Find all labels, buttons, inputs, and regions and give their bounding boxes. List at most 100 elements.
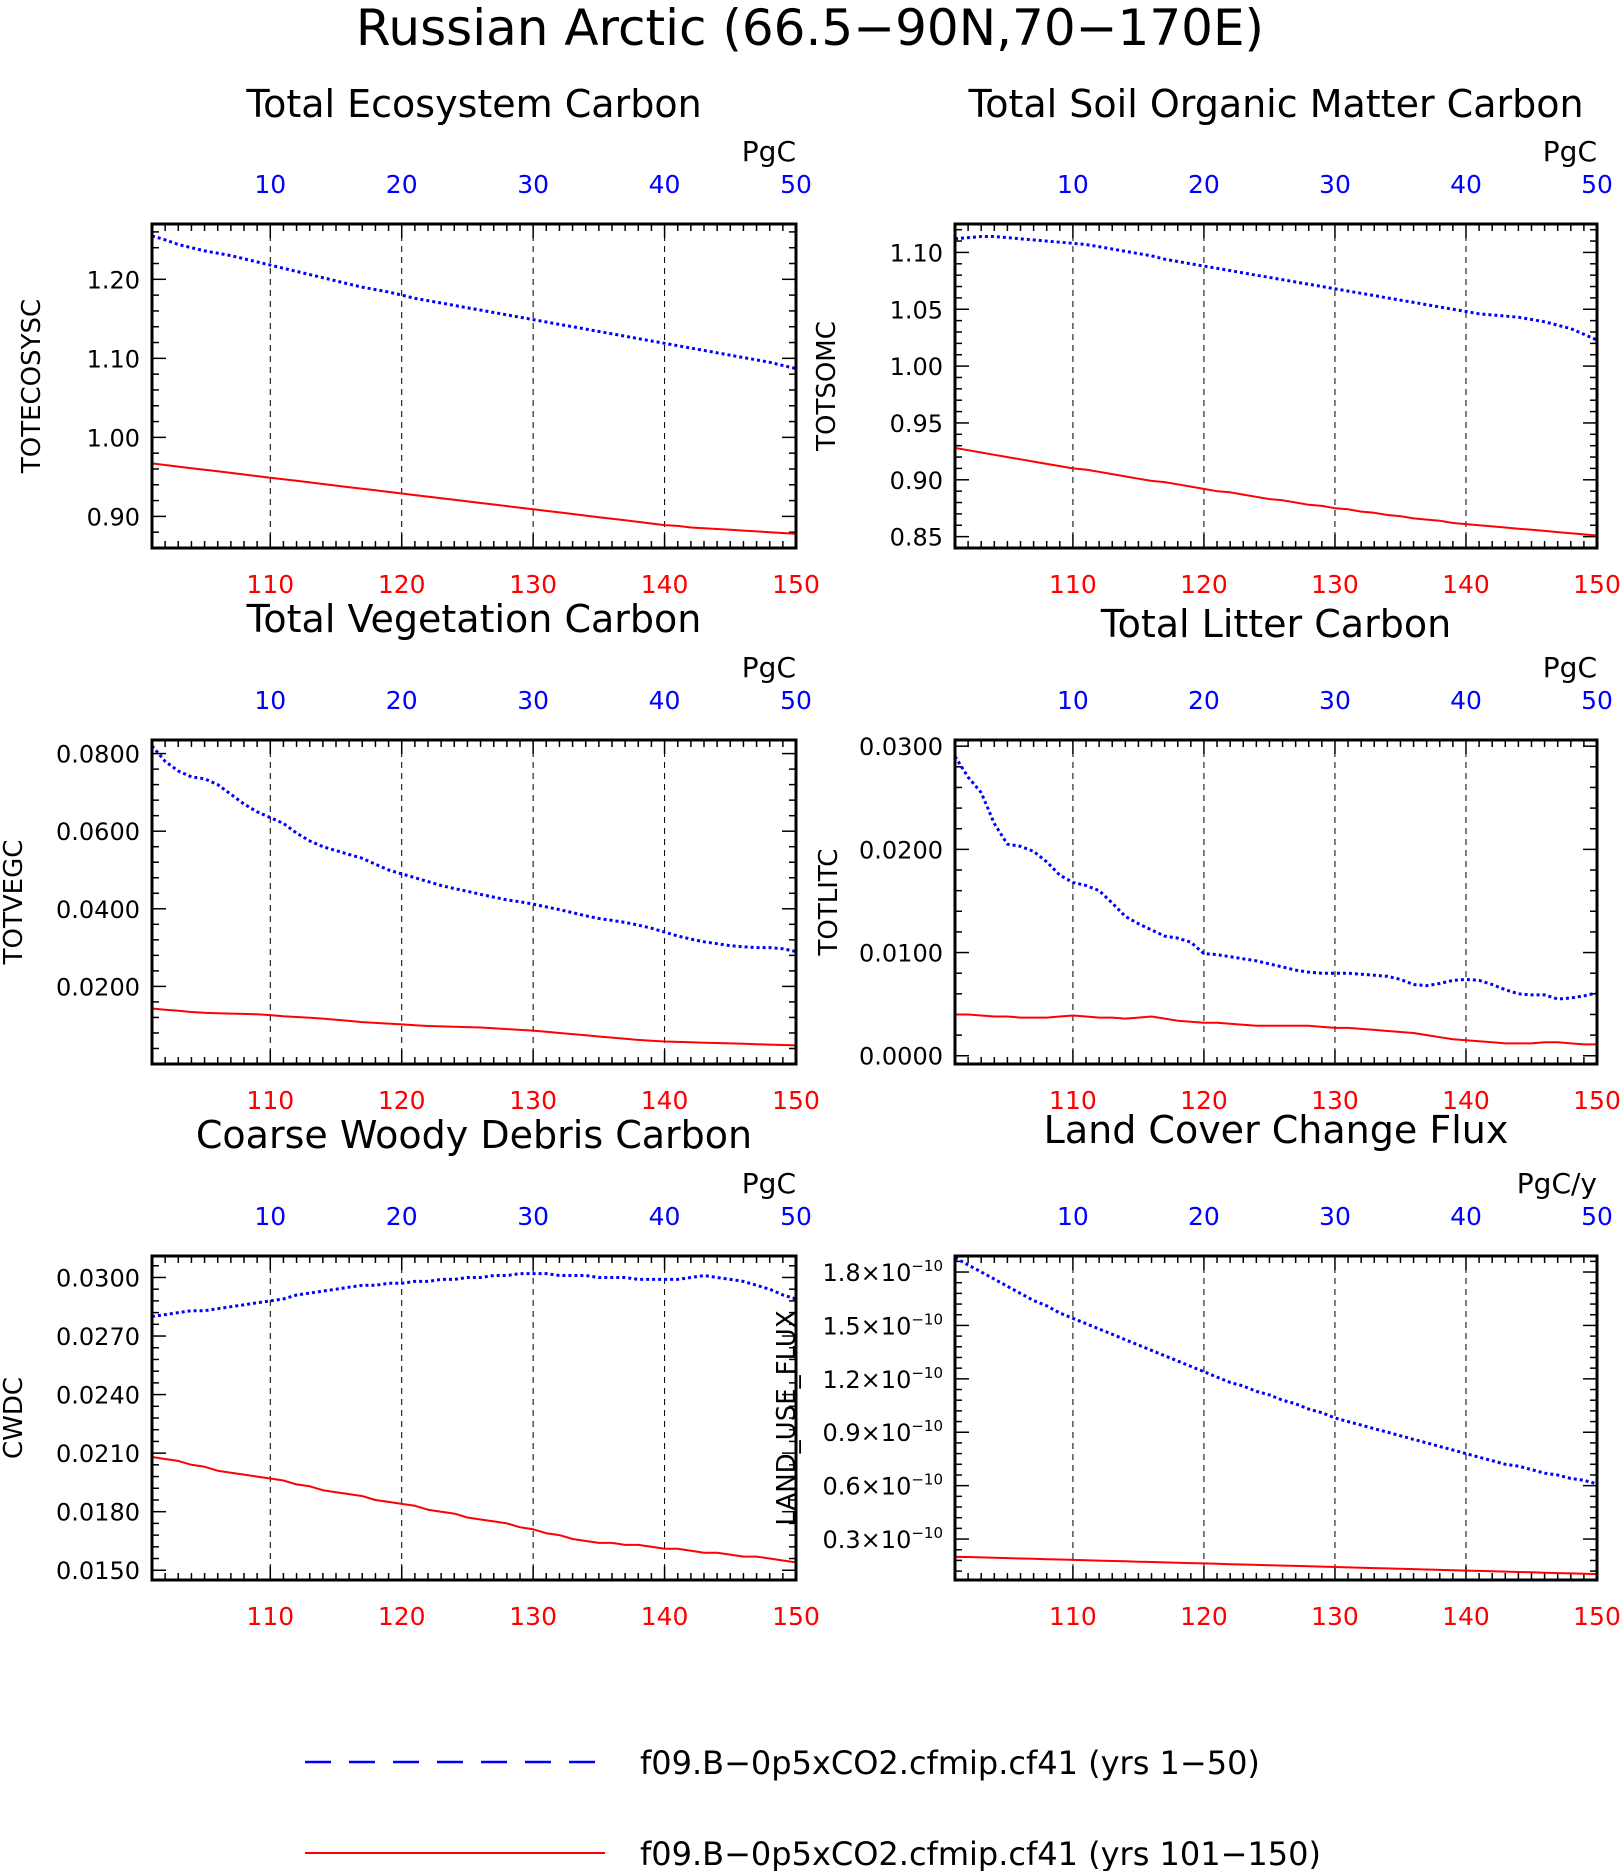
- y-tick-label: 0.95: [890, 410, 943, 438]
- x-top-tick-label: 40: [649, 686, 681, 715]
- y-tick-label: 1.00: [890, 353, 943, 381]
- x-top-tick-label: 20: [386, 1202, 418, 1231]
- x-tick-label: 110: [246, 1602, 294, 1631]
- x-top-tick-label: 10: [1057, 1202, 1089, 1231]
- x-tick-label: 110: [1049, 1086, 1097, 1115]
- chart-panel: Total Soil Organic Matter Carbon PgC 110 12…: [812, 82, 1620, 599]
- y-tick-label: 0.0270: [56, 1323, 140, 1351]
- y-tick-label: 0.0300: [859, 733, 943, 761]
- x-top-tick-label: 40: [1450, 170, 1482, 199]
- y-tick-label: 1.10: [890, 239, 943, 267]
- series-line-yrs-101-150: [955, 447, 1597, 537]
- series-line-yrs-101-150: [955, 1013, 1597, 1046]
- y-tick-label: 0.0800: [56, 741, 140, 769]
- chart-panel: Total Ecosystem Carbon PgC 110 120 130 140 150…: [17, 82, 820, 599]
- series-line-yrs-1-50: [955, 755, 1597, 1001]
- plot-frame: [150, 1254, 798, 1582]
- series-line-yrs-101-150: [152, 462, 796, 535]
- x-top-tick-label: 40: [1450, 686, 1482, 715]
- chart-title: Total Soil Organic Matter Carbon: [967, 82, 1583, 126]
- x-top-tick-label: 50: [780, 1202, 812, 1231]
- x-top-tick-label: 30: [1319, 1202, 1351, 1231]
- y-tick-label: 1.00: [87, 424, 140, 452]
- series-line-yrs-101-150: [152, 1007, 796, 1047]
- x-tick-label: 150: [1573, 1086, 1620, 1115]
- chart-panel: Total Vegetation Carbon PgC 110 120 130 140 15…: [0, 597, 820, 1115]
- x-tick-label: 120: [1180, 1086, 1228, 1115]
- y-axis-label: CWDC: [0, 1377, 29, 1459]
- x-top-tick-label: 40: [649, 1202, 681, 1231]
- x-tick-label: 120: [378, 570, 426, 599]
- y-tick-label: 0.0180: [56, 1499, 140, 1527]
- x-top-tick-label: 20: [386, 686, 418, 715]
- x-tick-label: 140: [641, 1602, 689, 1631]
- chart-title: Total Ecosystem Carbon: [245, 82, 701, 126]
- x-top-tick-label: 40: [649, 170, 681, 199]
- x-tick-label: 120: [378, 1086, 426, 1115]
- x-tick-label: 140: [1442, 1086, 1490, 1115]
- series-line-yrs-1-50: [955, 1256, 1597, 1486]
- plot-frame: [150, 738, 798, 1066]
- units-label: PgC: [1543, 135, 1597, 168]
- chart-panels: Total Ecosystem Carbon PgC 110 120 130 140 150…: [0, 82, 1620, 1631]
- x-tick-label: 130: [509, 570, 557, 599]
- x-tick-label: 130: [509, 1086, 557, 1115]
- legend: f09.B−0p5xCO2.cfmip.cf41 (yrs 1−50) f09.…: [305, 1744, 1321, 1871]
- x-tick-label: 120: [1180, 1602, 1228, 1631]
- x-tick-label: 120: [378, 1602, 426, 1631]
- x-tick-label: 110: [1049, 570, 1097, 599]
- chart-panel: Total Litter Carbon PgC 110 120 130 140 150 10 2…: [814, 602, 1620, 1115]
- x-top-tick-label: 50: [1581, 170, 1613, 199]
- y-axis-label: LAND_USE_FLUX: [772, 1310, 802, 1525]
- x-tick-label: 140: [641, 570, 689, 599]
- chart-title: Total Vegetation Carbon: [246, 597, 702, 641]
- plot-frame: [953, 738, 1599, 1066]
- x-top-tick-label: 20: [1188, 686, 1220, 715]
- x-top-tick-label: 10: [1057, 686, 1089, 715]
- x-top-tick-label: 50: [1581, 686, 1613, 715]
- chart-panel: Coarse Woody Debris Carbon PgC 110 120 130 14…: [0, 1113, 820, 1631]
- x-tick-label: 140: [641, 1086, 689, 1115]
- y-tick-label: 0.0200: [859, 836, 943, 864]
- x-top-tick-label: 10: [254, 686, 286, 715]
- x-top-tick-label: 10: [1057, 170, 1089, 199]
- series-line-yrs-1-50: [152, 744, 796, 953]
- y-tick-label: 0.6×10−10: [823, 1471, 943, 1501]
- y-tick-label: 0.0210: [56, 1440, 140, 1468]
- y-tick-label: 0.0000: [859, 1043, 943, 1071]
- series-line-yrs-1-50: [152, 1272, 796, 1318]
- x-top-tick-label: 20: [386, 170, 418, 199]
- x-tick-label: 150: [772, 1086, 820, 1115]
- x-tick-label: 110: [246, 570, 294, 599]
- x-top-tick-label: 20: [1188, 170, 1220, 199]
- x-top-tick-label: 50: [780, 686, 812, 715]
- series-line-yrs-1-50: [955, 235, 1597, 342]
- x-top-tick-label: 10: [254, 170, 286, 199]
- x-tick-label: 130: [1311, 570, 1359, 599]
- plot-frame: [953, 222, 1599, 550]
- chart-title: Land Cover Change Flux: [1044, 1108, 1509, 1152]
- x-top-tick-label: 30: [517, 1202, 549, 1231]
- chart-title: Total Litter Carbon: [1100, 602, 1451, 646]
- x-top-tick-label: 20: [1188, 1202, 1220, 1231]
- x-top-tick-label: 50: [1581, 1202, 1613, 1231]
- x-top-tick-label: 40: [1450, 1202, 1482, 1231]
- y-tick-label: 0.90: [87, 503, 140, 531]
- y-tick-label: 0.9×10−10: [823, 1417, 943, 1447]
- y-tick-label: 0.0300: [56, 1264, 140, 1292]
- page-title: Russian Arctic (66.5−90N,70−170E): [356, 0, 1264, 57]
- plot-frame: [953, 1254, 1599, 1582]
- legend-label-series-a: f09.B−0p5xCO2.cfmip.cf41 (yrs 1−50): [640, 1744, 1260, 1782]
- x-tick-label: 130: [1311, 1602, 1359, 1631]
- y-tick-label: 0.0150: [56, 1557, 140, 1585]
- series-line-yrs-1-50: [152, 234, 796, 371]
- y-tick-label: 1.5×10−10: [823, 1310, 943, 1340]
- units-label: PgC: [742, 1167, 796, 1200]
- y-tick-label: 1.2×10−10: [823, 1364, 943, 1394]
- series-line-yrs-101-150: [152, 1456, 796, 1564]
- x-tick-label: 110: [246, 1086, 294, 1115]
- y-tick-label: 1.8×10−10: [823, 1257, 943, 1287]
- units-label: PgC: [742, 135, 796, 168]
- legend-label-series-b: f09.B−0p5xCO2.cfmip.cf41 (yrs 101−150): [640, 1835, 1321, 1871]
